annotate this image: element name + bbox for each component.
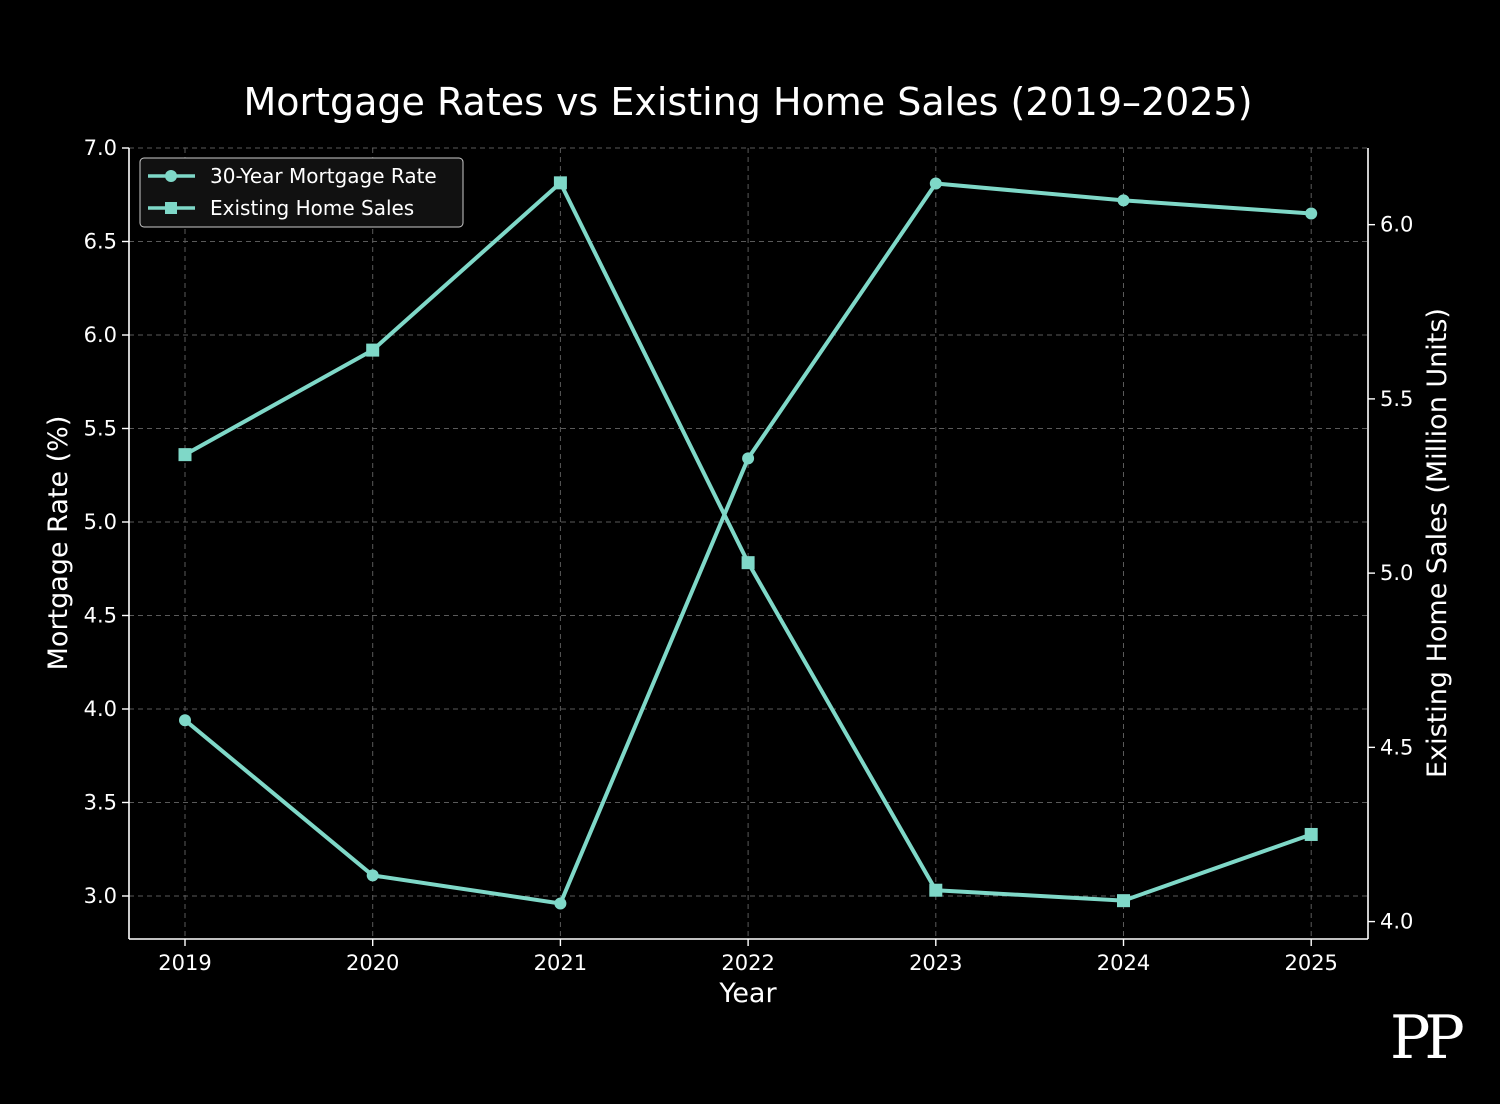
x-tick-label: 2019 — [158, 951, 211, 975]
x-axis-label: Year — [718, 978, 777, 1009]
y-tick-label: 6.5 — [84, 229, 117, 253]
legend-label-home-sales: Existing Home Sales — [210, 196, 414, 220]
point-mortgage-rate — [554, 897, 567, 910]
point-home-sales — [553, 176, 567, 190]
legend: 30-Year Mortgage Rate Existing Home Sale… — [139, 157, 464, 228]
point-mortgage-rate — [742, 452, 755, 465]
point-home-sales — [1117, 894, 1130, 908]
y-tick-label: 5.0 — [84, 510, 117, 534]
series-line-mortgage-rate — [183, 181, 1312, 906]
point-home-sales — [178, 448, 192, 462]
y2-tick-label: 4.0 — [1380, 910, 1413, 934]
legend-label-mortgage-rate: 30-Year Mortgage Rate — [210, 164, 437, 188]
y-tick-label: 5.5 — [84, 416, 117, 440]
y-axis-left: 3.0 3.5 4.0 4.5 5.0 5.5 6.0 6.5 7.0 — [84, 136, 129, 908]
point-home-sales — [741, 556, 755, 570]
y-tick-label: 3.0 — [84, 884, 117, 908]
x-tick-label: 2024 — [1097, 951, 1150, 975]
point-mortgage-rate — [1305, 207, 1318, 220]
y-axis-label: Mortgage Rate (%) — [43, 416, 74, 671]
watermark-logo: PP — [1390, 1003, 1463, 1073]
legend-marker-home-sales — [165, 202, 177, 214]
series-line-home-sales — [184, 180, 1312, 903]
y2-tick-label: 6.0 — [1380, 213, 1413, 237]
y-tick-label: 4.5 — [84, 603, 117, 627]
point-mortgage-rate — [366, 869, 379, 882]
point-mortgage-rate — [1117, 194, 1130, 207]
y2-tick-label: 5.5 — [1380, 387, 1413, 411]
legend-box — [139, 157, 464, 228]
y-tick-label: 4.0 — [84, 697, 117, 721]
y2-axis-label: Existing Home Sales (Million Units) — [1422, 308, 1453, 778]
point-home-sales — [929, 883, 943, 897]
legend-marker-mortgage-rate — [165, 170, 177, 182]
series — [178, 176, 1318, 910]
x-tick-label: 2022 — [721, 951, 774, 975]
y-axis-right: 4.0 4.5 5.0 5.5 6.0 — [1368, 213, 1413, 934]
y2-tick-label: 4.5 — [1380, 735, 1413, 759]
x-tick-label: 2023 — [909, 951, 962, 975]
point-home-sales — [1304, 827, 1318, 841]
chart-title: Mortgage Rates vs Existing Home Sales (2… — [243, 80, 1252, 124]
point-mortgage-rate — [179, 714, 191, 727]
x-tick-label: 2025 — [1284, 951, 1337, 975]
x-axis: 2019 2020 2021 2022 2023 2024 2025 — [158, 939, 1338, 975]
y-tick-label: 7.0 — [84, 136, 117, 160]
x-tick-label: 2021 — [534, 951, 587, 975]
x-tick-label: 2020 — [346, 951, 399, 975]
grid — [129, 147, 1368, 939]
y-tick-label: 6.0 — [84, 323, 117, 347]
point-mortgage-rate — [929, 177, 942, 190]
y-tick-label: 3.5 — [84, 790, 117, 814]
y2-tick-label: 5.0 — [1380, 561, 1413, 585]
point-home-sales — [366, 343, 380, 357]
